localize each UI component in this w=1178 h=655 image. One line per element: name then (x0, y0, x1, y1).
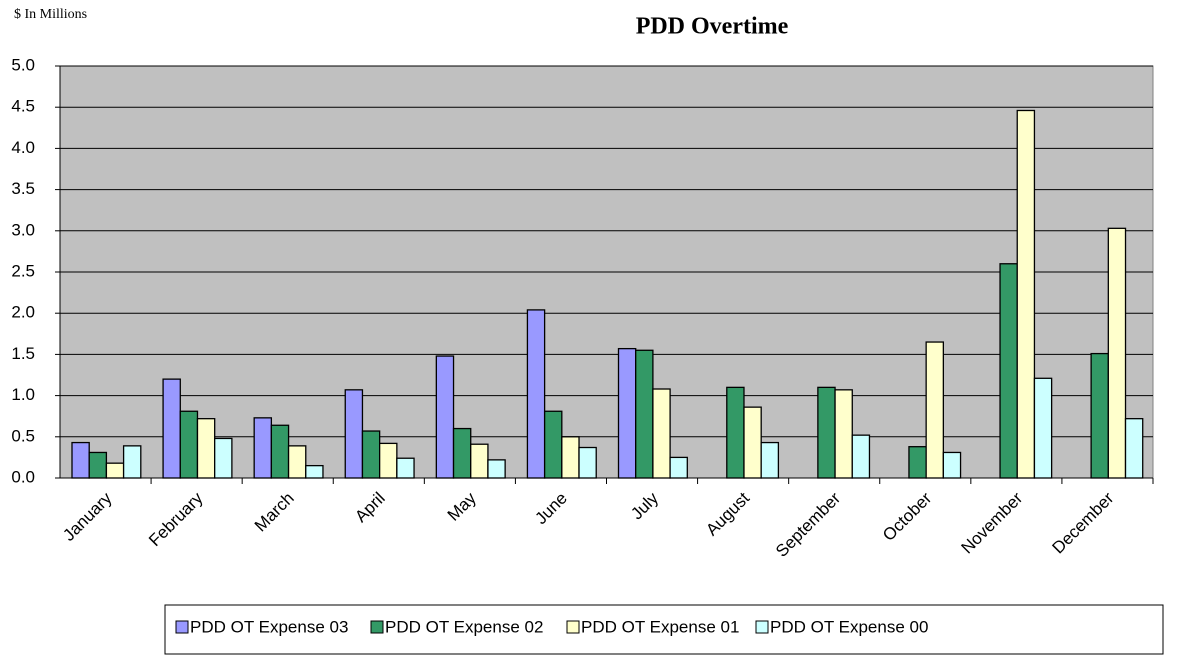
bar (999, 263, 1018, 479)
y-tick-label: 2.0 (11, 303, 35, 322)
bar (526, 309, 546, 479)
bar (543, 410, 563, 479)
x-tick-label: February (145, 488, 207, 550)
bar (305, 464, 324, 479)
bar (162, 378, 181, 479)
bar (396, 457, 415, 479)
bar (1107, 227, 1127, 479)
y-tick-label: 0.0 (11, 467, 35, 486)
x-tick-label: July (627, 488, 662, 523)
y-tick-label: 1.5 (11, 344, 35, 363)
bar (908, 446, 927, 479)
x-tick-label: December (1049, 488, 1118, 557)
bar (617, 347, 637, 479)
bar (196, 418, 216, 479)
bar (344, 389, 364, 479)
bar (834, 389, 853, 479)
y-tick-label: 3.5 (11, 179, 35, 198)
x-tick-label: May (444, 488, 480, 524)
legend-swatch (370, 620, 384, 634)
legend-swatch (755, 620, 769, 634)
y-tick-label: 4.5 (11, 97, 35, 116)
legend-label: PDD OT Expense 00 (770, 617, 928, 636)
x-tick-label: September (772, 488, 844, 560)
bar (652, 388, 671, 479)
bar (743, 406, 762, 479)
x-tick-label: April (351, 489, 388, 526)
bar (361, 430, 381, 479)
bar (253, 417, 273, 479)
legend-swatch (175, 620, 189, 634)
x-tick-label: January (59, 488, 116, 545)
bar (760, 441, 780, 479)
bar (1016, 109, 1036, 479)
x-tick-label: March (251, 489, 298, 536)
y-tick-label: 5.0 (11, 55, 35, 74)
chart-title: PDD Overtime (636, 14, 789, 40)
bar (122, 445, 142, 479)
legend-box (164, 604, 1164, 655)
bar (1033, 377, 1053, 479)
y-tick-label: 1.0 (11, 385, 35, 404)
bar (925, 341, 945, 479)
bar (942, 451, 962, 479)
bar (487, 459, 506, 479)
y-tick-label: 2.5 (11, 261, 35, 280)
bar (578, 446, 597, 479)
bar (179, 410, 199, 479)
bar (378, 442, 398, 479)
bar (88, 451, 108, 479)
bar (71, 441, 90, 479)
legend-label: PDD OT Expense 02 (385, 617, 543, 636)
x-tick-label: October (879, 488, 935, 544)
legend-label: PDD OT Expense 03 (190, 617, 348, 636)
bar (1124, 418, 1144, 479)
x-tick-label: August (702, 488, 753, 539)
y-tick-label: 0.5 (11, 426, 35, 445)
bar (635, 349, 654, 479)
bar (851, 434, 871, 479)
chart-subtitle: $ In Millions (14, 7, 87, 22)
bar (287, 445, 307, 479)
bar (214, 437, 233, 479)
bar (270, 424, 290, 479)
bar (669, 456, 688, 479)
legend-label: PDD OT Expense 01 (581, 617, 739, 636)
bar (105, 462, 125, 479)
bar (817, 386, 836, 479)
bar (1090, 352, 1109, 479)
bar (435, 355, 455, 479)
y-tick-label: 4.0 (11, 138, 35, 157)
legend-swatch (566, 620, 580, 634)
y-tick-label: 3.0 (11, 220, 35, 239)
x-tick-label: June (531, 489, 571, 529)
x-tick-label: November (957, 488, 1026, 557)
bar (561, 436, 580, 479)
bar (470, 443, 489, 479)
bar (452, 427, 472, 479)
bar (726, 386, 745, 479)
